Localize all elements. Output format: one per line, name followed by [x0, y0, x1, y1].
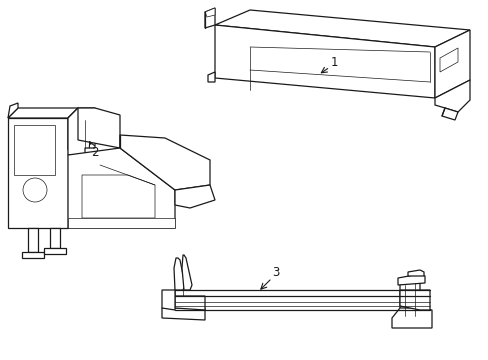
Polygon shape	[8, 103, 18, 118]
Text: 1: 1	[329, 55, 337, 68]
Polygon shape	[50, 228, 60, 248]
Polygon shape	[207, 72, 215, 82]
Polygon shape	[204, 8, 215, 28]
Polygon shape	[204, 8, 215, 17]
Polygon shape	[78, 108, 120, 148]
Polygon shape	[28, 228, 38, 252]
Polygon shape	[162, 290, 175, 310]
Polygon shape	[215, 10, 469, 47]
Polygon shape	[82, 175, 155, 218]
Polygon shape	[68, 108, 95, 155]
Polygon shape	[175, 185, 215, 208]
Polygon shape	[215, 25, 434, 98]
Text: 3: 3	[272, 266, 279, 279]
Polygon shape	[434, 30, 469, 98]
Polygon shape	[407, 270, 423, 276]
Polygon shape	[441, 108, 457, 120]
Polygon shape	[399, 290, 429, 310]
Polygon shape	[175, 268, 183, 310]
Polygon shape	[175, 296, 204, 310]
Polygon shape	[391, 308, 431, 328]
Polygon shape	[14, 125, 55, 175]
Polygon shape	[22, 252, 44, 258]
Polygon shape	[44, 248, 66, 254]
Polygon shape	[8, 118, 68, 228]
Polygon shape	[68, 218, 175, 228]
Polygon shape	[68, 108, 78, 150]
Text: 2: 2	[91, 145, 99, 158]
Polygon shape	[8, 108, 78, 118]
Polygon shape	[439, 48, 457, 72]
Polygon shape	[68, 148, 175, 228]
Polygon shape	[162, 308, 204, 320]
Polygon shape	[397, 274, 424, 285]
Polygon shape	[399, 278, 419, 320]
Polygon shape	[120, 135, 209, 190]
Polygon shape	[434, 80, 469, 112]
Polygon shape	[182, 255, 192, 290]
Polygon shape	[174, 258, 184, 290]
